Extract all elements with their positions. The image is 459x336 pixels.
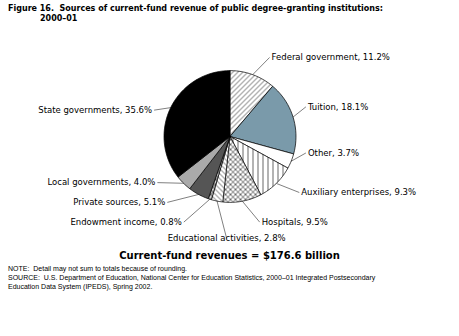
svg-text:Endowment income, 0.8%: Endowment income, 0.8% — [70, 217, 181, 227]
html-text:Current-fund revenues = $176.6: Current-fund revenues = $176.6 billion — [119, 250, 340, 261]
html-text:2000–01: 2000–01 — [40, 14, 78, 23]
svg-text:Local governments, 4.0%: Local governments, 4.0% — [47, 177, 155, 187]
svg-text:Federal government, 11.2%: Federal government, 11.2% — [272, 52, 390, 62]
html-text:SOURCE: U.S. Department of Edu: SOURCE: U.S. Department of Education, Na… — [8, 273, 376, 281]
svg-text:State governments, 35.6%: State governments, 35.6% — [38, 105, 152, 115]
html-text:NOTE: Detail may not sum to to: NOTE: Detail may not sum to totals becau… — [8, 265, 187, 272]
html-text:Education Data System (IPEDS),: Education Data System (IPEDS), Spring 20… — [8, 282, 153, 290]
svg-text:Tuition, 18.1%: Tuition, 18.1% — [307, 102, 368, 112]
svg-text:Educational activities, 2.8%: Educational activities, 2.8% — [168, 233, 286, 243]
html-text:Figure 16. Sources of current-: Figure 16. Sources of current-fund reven… — [8, 4, 383, 13]
svg-text:Hospitals, 9.5%: Hospitals, 9.5% — [262, 217, 328, 227]
svg-text:Other, 3.7%: Other, 3.7% — [308, 148, 359, 158]
svg-text:Auxiliary enterprises, 9.3%: Auxiliary enterprises, 9.3% — [301, 187, 416, 197]
svg-text:Private sources, 5.1%: Private sources, 5.1% — [73, 197, 165, 207]
